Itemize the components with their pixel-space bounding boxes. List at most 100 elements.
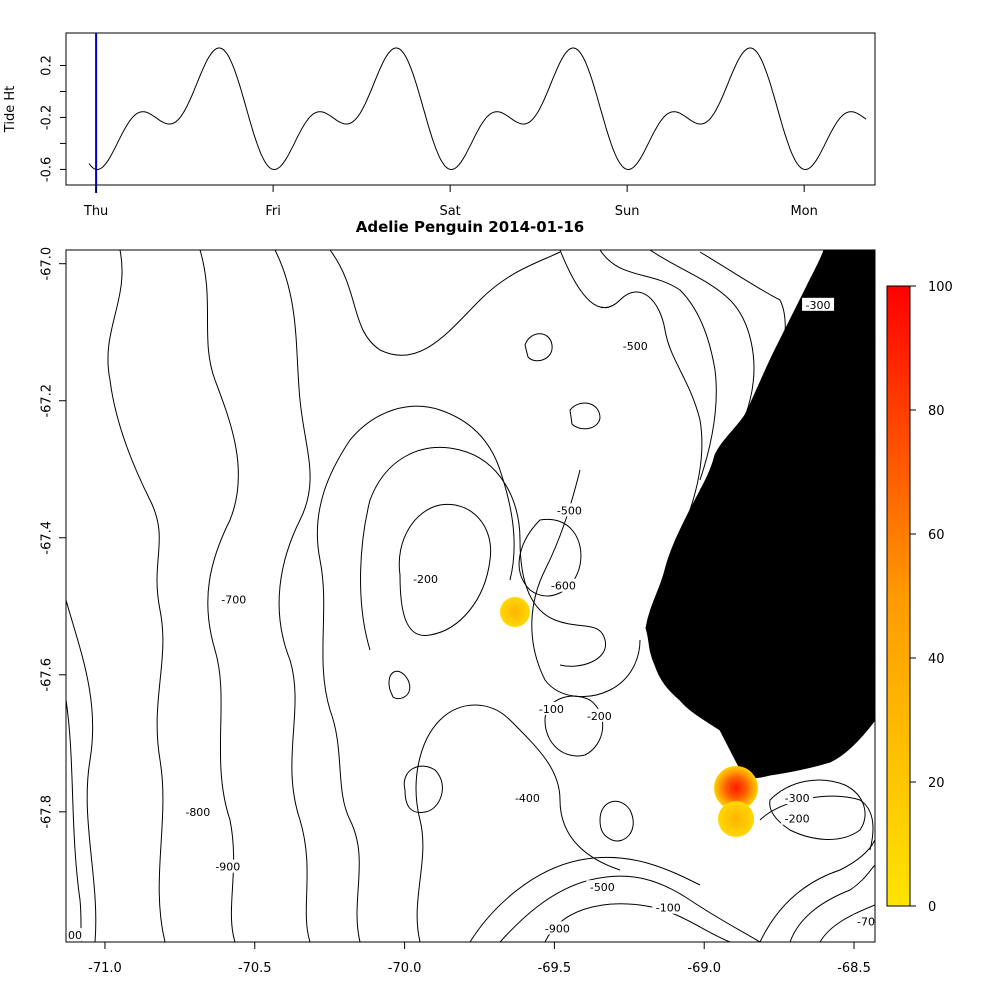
contour-line [469, 856, 701, 942]
contour-label: -300 [806, 299, 831, 312]
contour-label: -800 [185, 806, 210, 819]
contour-label-bg [511, 791, 544, 805]
colorbar-tick-label: 0 [928, 900, 936, 915]
colorbar-tick-label: 100 [928, 280, 953, 295]
contour-line [66, 699, 83, 942]
contour-label-bg [853, 914, 875, 928]
contour-line [499, 875, 761, 942]
colorbar-axis: 0 20 40 60 80 100 [910, 280, 953, 915]
map-panel: -300 -500 -500 -200 -600 -700 -100 -200 -400 -300… [40, 247, 876, 976]
contour-label: -900 [545, 922, 570, 935]
map-title: Adelie Penguin 2014-01-16 [356, 218, 584, 236]
contour-label-bg [802, 297, 835, 311]
contour-label-bg [583, 708, 616, 722]
contour-label: -500 [590, 881, 615, 894]
map-y-tick-label: -67.4 [40, 521, 55, 555]
contour-line [819, 904, 875, 942]
map-x-tick-label: -71.0 [88, 961, 122, 976]
contour-line [274, 250, 311, 942]
contour-label-bg [535, 702, 568, 716]
contour-line [544, 903, 731, 942]
tide-x-tick-label: Thu [83, 204, 108, 219]
contour-labels: -300 -500 -500 -200 -600 -700 -100 -200 -400 -300… [66, 297, 875, 942]
map-x-tick-label: -69.5 [538, 961, 572, 976]
map-y-tick-label: -67.2 [40, 384, 55, 418]
colorbar-tick-label: 80 [928, 404, 945, 419]
contour-label: -70 [857, 915, 875, 928]
tide-y-axis: 0.2 -0.2 -0.6 [40, 55, 67, 182]
contour-label-bg [586, 880, 619, 894]
contour-line [316, 405, 515, 942]
contour-line [398, 503, 492, 636]
contour-label: 00 [68, 929, 82, 942]
contour-line [759, 795, 874, 851]
contour-line [107, 250, 166, 942]
tide-panel: 0.2 -0.2 -0.6 Thu Fri Sat Sun Mon Tide Ht [3, 32, 876, 219]
contour-label-bg [619, 338, 652, 352]
contour-line [759, 839, 875, 942]
contour-label: -200 [785, 813, 810, 826]
tide-plot-box [65, 32, 876, 186]
land-speckle [800, 748, 818, 757]
contour-line [524, 333, 553, 362]
contour-label-bg [781, 811, 814, 825]
contour-label: -100 [656, 902, 681, 915]
tide-x-axis: Thu Fri Sat Sun Mon [83, 185, 818, 219]
contour-label: -200 [413, 573, 438, 586]
tide-x-tick-label: Fri [265, 204, 281, 219]
contour-line [66, 599, 97, 942]
contour-line [388, 670, 411, 700]
contour-label-bg [181, 804, 214, 818]
contour-label-bg [547, 578, 580, 592]
map-y-tick-label: -67.0 [40, 247, 55, 281]
contour-label-bg [652, 900, 685, 914]
contour-label-bg [217, 592, 250, 606]
tide-x-tick-label: Sat [439, 204, 460, 219]
contour-label: -300 [785, 792, 810, 805]
contour-line [599, 250, 717, 481]
contour-line [789, 864, 875, 942]
contour-line [531, 469, 641, 698]
contour-label: -700 [221, 593, 246, 606]
contour-line [544, 695, 604, 757]
contour-label-bg [66, 928, 84, 942]
contour-line [599, 800, 634, 842]
contour-label: -900 [215, 861, 240, 874]
bathymetry-contours [66, 250, 875, 942]
map-x-tick-label: -70.0 [388, 961, 422, 976]
hotspot-low-2 [718, 801, 754, 837]
contour-label-bg [409, 571, 442, 585]
map-x-tick-label: -70.5 [238, 961, 272, 976]
contour-line [769, 779, 866, 840]
tide-y-tick-label: 0.2 [40, 55, 55, 76]
contour-line [403, 765, 443, 814]
contour-line [199, 250, 239, 942]
map-x-tick-label: -69.0 [687, 961, 721, 976]
contour-line [569, 402, 601, 430]
colorbar-gradient [886, 285, 911, 907]
contour-line [329, 250, 561, 356]
tide-x-tick-label: Sun [615, 204, 640, 219]
contour-label: -100 [539, 703, 564, 716]
colorbar-tick-label: 60 [928, 528, 945, 543]
map-x-axis: -71.0 -70.5 -70.0 -69.5 -69.0 -68.5 [88, 941, 871, 976]
map-y-axis: -67.0 -67.2 -67.4 -67.6 -67.8 [40, 247, 66, 829]
contour-label-bg [553, 503, 586, 517]
colorbar-tick-label: 20 [928, 776, 945, 791]
colorbar-tick-label: 40 [928, 652, 945, 667]
tide-y-axis-label: Tide Ht [3, 86, 18, 133]
contour-label: -200 [587, 710, 612, 723]
hotspot-low-1 [500, 597, 530, 627]
contour-label-bg [211, 859, 244, 873]
land-mass [645, 250, 875, 779]
contour-line [518, 518, 582, 597]
contour-line [360, 446, 606, 667]
map-x-tick-label: -68.5 [837, 961, 871, 976]
tide-series-line [88, 47, 867, 171]
contour-label-bg [781, 791, 814, 805]
contour-label-bg [541, 921, 574, 935]
tide-y-tick-label: -0.6 [40, 157, 55, 182]
contour-label: -400 [515, 792, 540, 805]
hotspot-high [714, 766, 758, 810]
